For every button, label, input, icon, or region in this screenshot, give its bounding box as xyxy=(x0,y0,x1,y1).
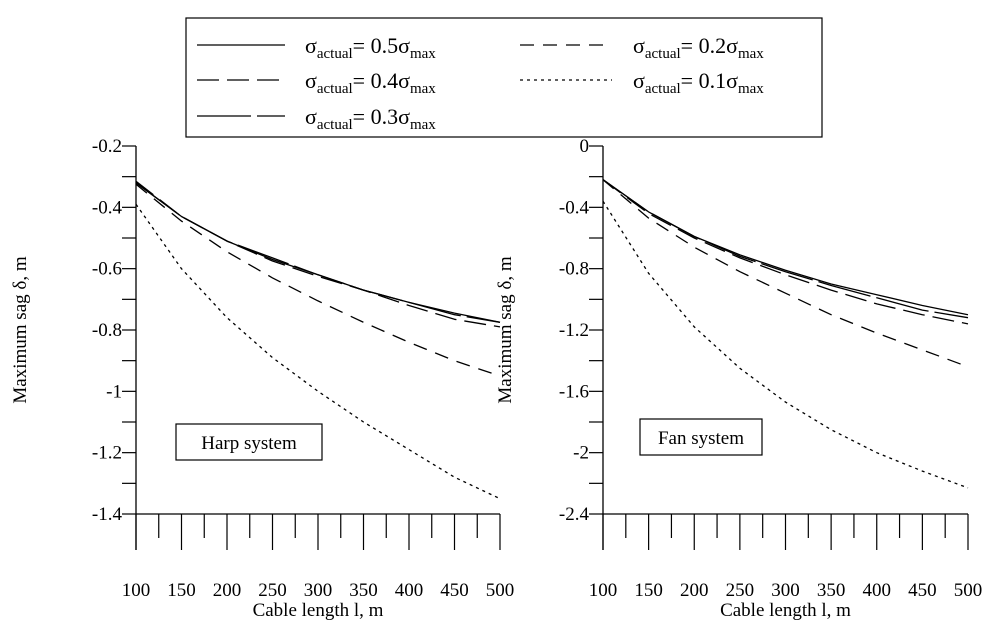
harp-y-tick-label: -0.2 xyxy=(92,136,122,157)
legend-label-part: max xyxy=(410,81,436,97)
harp-series-s01 xyxy=(135,203,501,500)
legend-label-part: actual xyxy=(317,117,353,133)
legend-label-part: max xyxy=(410,46,436,62)
harp-y-tick-label: -0.4 xyxy=(92,197,123,218)
fan-x-tick-label: 200 xyxy=(680,580,709,601)
fan-system-chart: 0 -0.4 -0.8 -1.2 -1.6 -2 -2.4 100 150 200 250 300 35… xyxy=(495,136,982,620)
harp-y-axis-title: Maximum sag δ, m xyxy=(10,256,31,403)
fan-series-s03 xyxy=(602,179,969,319)
fan-x-tick-label: 450 xyxy=(908,580,937,601)
legend-label-part: = 0.1σ xyxy=(681,68,738,93)
harp-x-axis-title: Cable length l, m xyxy=(253,600,384,620)
legend-label-s02: σactual= 0.2σmax xyxy=(633,33,764,62)
legend-label-part: = 0.3σ xyxy=(353,104,410,129)
fan-x-tick-label: 100 xyxy=(589,580,618,601)
fan-y-tick-label: -1.2 xyxy=(559,320,589,341)
fan-series-s01 xyxy=(602,200,969,489)
harp-y-tick-label: -0.8 xyxy=(92,320,122,341)
fan-y-tick-label: -0.8 xyxy=(559,259,589,280)
harp-x-tick-label: 300 xyxy=(304,580,333,601)
legend-label-part: max xyxy=(738,81,764,97)
harp-series-s02 xyxy=(135,183,501,377)
legend-label-part: σ xyxy=(305,104,317,129)
legend-label-part: = 0.5σ xyxy=(353,33,410,58)
fan-x-tick-label: 300 xyxy=(771,580,800,601)
fan-x-tick-label: 500 xyxy=(954,580,983,601)
harp-x-tick-label: 500 xyxy=(486,580,515,601)
legend-label-part: max xyxy=(738,46,764,62)
harp-series-s03 xyxy=(135,182,501,323)
harp-x-tick-label: 450 xyxy=(440,580,469,601)
legend-label-part: actual xyxy=(317,81,353,97)
fan-x-tick-label: 250 xyxy=(726,580,755,601)
legend-label-part: σ xyxy=(305,68,317,93)
legend-label-part: σ xyxy=(633,68,645,93)
fan-series-s04 xyxy=(602,179,969,325)
legend-label-part: = 0.2σ xyxy=(681,33,738,58)
fan-annotation-box xyxy=(639,418,763,456)
fan-series-s05 xyxy=(602,179,969,316)
harp-system-chart: -0.2 -0.4 -0.6 -0.8 -1 -1.2 -1.4 100 150 200 250 30… xyxy=(10,136,514,620)
harp-annotation-box xyxy=(175,423,323,461)
fan-y-tick-label: -0.4 xyxy=(559,197,590,218)
legend-label-part: actual xyxy=(645,81,681,97)
legend-label-s04: σactual= 0.4σmax xyxy=(305,68,436,97)
fan-x-axis-title: Cable length l, m xyxy=(720,600,851,620)
harp-y-tick-label: -1 xyxy=(106,381,122,402)
harp-annotation-label: Harp system xyxy=(201,433,297,454)
fan-x-tick-label: 400 xyxy=(863,580,892,601)
fan-y-tick-label: -1.6 xyxy=(559,381,589,402)
fan-annotation-label: Fan system xyxy=(658,428,744,449)
harp-x-tick-label: 100 xyxy=(122,580,151,601)
fan-y-tick-label: -2 xyxy=(573,443,589,464)
fan-x-tick-label: 350 xyxy=(817,580,846,601)
harp-x-tick-label: 200 xyxy=(213,580,242,601)
fan-y-tick-label: -2.4 xyxy=(559,504,590,525)
harp-y-tick-label: -1.2 xyxy=(92,443,122,464)
legend-box xyxy=(185,17,823,138)
harp-x-tick-label: 350 xyxy=(349,580,378,601)
legend-label-s01: σactual= 0.1σmax xyxy=(633,68,764,97)
legend-label-part: σ xyxy=(305,33,317,58)
legend-label-part: actual xyxy=(645,46,681,62)
legend-label-s05: σactual= 0.5σmax xyxy=(305,33,436,62)
legend: σactual= 0.5σmax σactual= 0.2σmaxσactual=… xyxy=(185,17,823,138)
harp-y-tick-label: -0.6 xyxy=(92,259,122,280)
fan-series-s02 xyxy=(602,179,969,368)
fan-x-tick-label: 150 xyxy=(634,580,663,601)
harp-x-tick-label: 250 xyxy=(258,580,287,601)
harp-x-tick-label: 150 xyxy=(167,580,196,601)
harp-y-tick-label: -1.4 xyxy=(92,504,123,525)
harp-series-s04 xyxy=(135,180,501,328)
legend-label-part: = 0.4σ xyxy=(353,68,410,93)
legend-label-part: σ xyxy=(633,33,645,58)
legend-label-part: actual xyxy=(317,46,353,62)
fan-y-tick-label: 0 xyxy=(580,136,590,157)
harp-x-tick-label: 400 xyxy=(395,580,424,601)
legend-label-s03: σactual= 0.3σmax xyxy=(305,104,436,133)
fan-y-axis-title: Maximum sag δ, m xyxy=(495,256,516,403)
legend-label-part: max xyxy=(410,117,436,133)
